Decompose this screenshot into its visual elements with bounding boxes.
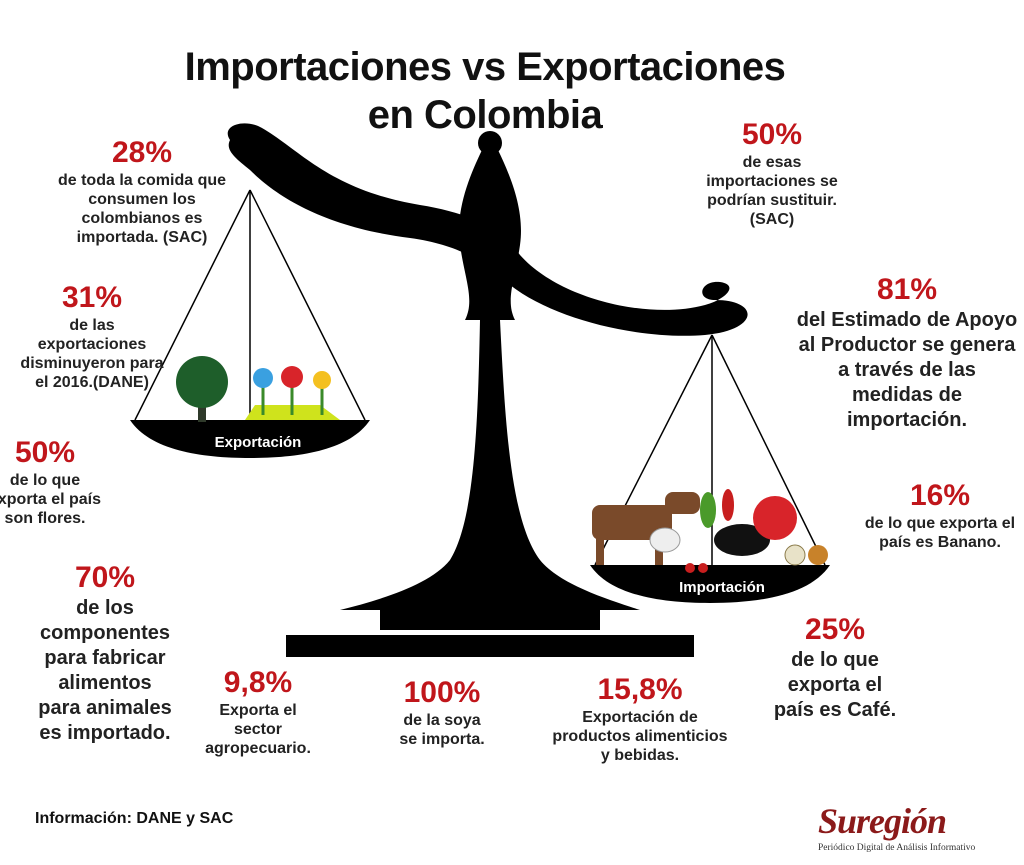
stat-text: de los <box>76 597 134 619</box>
stat-text: son flores. <box>4 510 86 527</box>
cherry <box>685 563 695 573</box>
stat: 28% de toda la comida que consumen los colo… <box>12 135 272 247</box>
stat-text: el 2016.(DANE) <box>35 374 149 391</box>
goat <box>714 524 770 556</box>
stat-text: componentes <box>39 622 171 644</box>
stat-value: 81% <box>876 273 938 306</box>
stat: 25% de lo que exporta el país es Café. <box>705 612 965 723</box>
stat-text: exportaciones <box>37 336 147 353</box>
right-pan <box>590 565 830 603</box>
stat-value: 15,8% <box>597 673 683 706</box>
cow-leg <box>596 535 604 565</box>
string <box>134 189 251 421</box>
stat-text: importaciones se <box>706 173 838 190</box>
stat-text: medidas de <box>851 384 963 406</box>
stat-value: 16% <box>909 479 971 512</box>
stat-text: exporta el <box>787 674 883 696</box>
stat-text: país es Banano. <box>879 534 1001 551</box>
flower <box>313 371 331 389</box>
goose <box>649 527 681 553</box>
stat-text: disminuyeron para <box>20 355 164 372</box>
pan-label: Exportación <box>215 434 302 451</box>
stat-value: 31% <box>61 281 123 314</box>
pepper <box>700 492 716 528</box>
stat: 16% de lo que exporta el país es Banano. <box>810 478 1024 552</box>
stat-value: 9,8% <box>223 666 293 699</box>
stat-text: país es Café. <box>773 699 897 721</box>
string <box>249 189 366 421</box>
stat: 9,8% Exporta el sector agropecuario. <box>128 665 388 758</box>
export-goods <box>176 356 340 422</box>
pepper <box>722 489 734 521</box>
source: Información: DANE y SAC <box>35 810 234 827</box>
stat: 50% de lo que exporta el país son flores. <box>0 435 175 528</box>
stat-text: de lo que <box>791 649 879 671</box>
stat-value: 100% <box>403 676 481 709</box>
title: en Colombia <box>367 93 603 137</box>
pillar <box>340 150 640 610</box>
stat-text: al Productor se genera <box>798 334 1016 356</box>
base <box>286 635 694 657</box>
stat: 50% de esas importaciones se podrían sustit… <box>642 117 902 229</box>
strings <box>134 189 826 566</box>
stat-value: 28% <box>111 136 173 169</box>
stat-text: es importado. <box>39 722 171 744</box>
stat-value: 25% <box>804 613 866 646</box>
stat-text: importación. <box>846 409 967 431</box>
import-goods <box>592 489 828 573</box>
title: Importaciones vs Exportaciones <box>184 45 786 89</box>
stat-text: para fabricar <box>44 647 166 669</box>
flower <box>253 368 273 388</box>
stat-text: agropecuario. <box>205 740 311 757</box>
stat-text: se importa. <box>399 731 485 748</box>
stat: 100% de la soya se importa. <box>312 675 572 749</box>
scale <box>130 123 830 657</box>
stat-text: de la soya <box>403 712 481 729</box>
logo: Suregión <box>818 801 947 841</box>
finial <box>478 131 502 155</box>
stat: 15,8% Exportación de productos alimenticio… <box>510 672 770 765</box>
stat-text: del Estimado de Apoyo <box>796 309 1018 331</box>
stat-text: de lo que <box>9 472 81 489</box>
stat: 81% del Estimado de Apoyo al Productor se … <box>777 272 1024 433</box>
stat-text: podrían sustituir. <box>707 192 837 209</box>
stat-value: 50% <box>14 436 76 469</box>
stat-text: Exportación de <box>582 709 698 726</box>
logo-tagline: Periódico Digital de Análisis Informativ… <box>818 843 976 853</box>
stat-value: 70% <box>74 561 136 594</box>
stat-text: sector <box>233 721 283 738</box>
stat-text: de toda la comida que <box>57 172 227 189</box>
tree-crown <box>176 356 228 408</box>
stat-text: exporta el país <box>0 491 102 508</box>
stat-text: a través de las <box>838 359 976 381</box>
stat-text: de esas <box>742 154 802 171</box>
stat: 70% de los componentes para fabricar aliment… <box>0 560 235 746</box>
potato <box>808 545 828 565</box>
stat-text: alimentos <box>58 672 152 694</box>
stat-text: consumen los <box>88 191 196 208</box>
stat-text: productos alimenticios <box>552 728 728 745</box>
cherry <box>698 563 708 573</box>
pan-label: Importación <box>679 579 765 596</box>
stat-text: para animales <box>38 697 172 719</box>
cow-head <box>665 492 700 514</box>
string <box>711 334 826 566</box>
stat-text: Exporta el <box>219 702 297 719</box>
base-step <box>380 605 600 630</box>
onion <box>784 544 806 566</box>
stat-value: 50% <box>741 118 803 151</box>
left-pan <box>130 420 370 458</box>
stat-text: colombianos es <box>81 210 203 227</box>
stat-text: de lo que exporta el <box>864 515 1016 532</box>
stat-text: importada. (SAC) <box>76 229 208 246</box>
stat-text: (SAC) <box>749 211 795 228</box>
apple <box>753 496 797 540</box>
stat: 31% de las exportaciones disminuyeron para e… <box>0 280 222 392</box>
stat-text: y bebidas. <box>600 747 680 764</box>
cow <box>592 505 672 540</box>
stat-text: de las <box>69 317 115 334</box>
flower <box>281 366 303 388</box>
